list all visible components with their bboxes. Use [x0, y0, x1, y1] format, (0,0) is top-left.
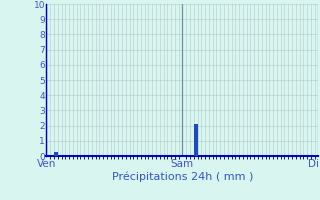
Bar [194, 124, 197, 156]
Bar [54, 152, 58, 156]
X-axis label: Précipitations 24h ( mm ): Précipitations 24h ( mm ) [112, 172, 253, 182]
